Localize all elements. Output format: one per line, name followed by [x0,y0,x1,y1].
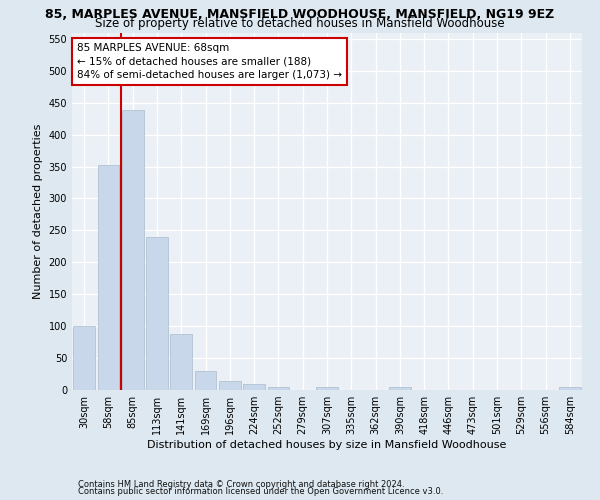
Bar [389,387,411,390]
Y-axis label: Number of detached properties: Number of detached properties [33,124,43,299]
Bar [268,387,289,390]
Bar [243,384,265,390]
X-axis label: Distribution of detached houses by size in Mansfield Woodhouse: Distribution of detached houses by size … [148,440,506,450]
Text: Contains HM Land Registry data © Crown copyright and database right 2024.: Contains HM Land Registry data © Crown c… [78,480,404,489]
Bar [97,164,119,390]
Text: 85, MARPLES AVENUE, MANSFIELD WOODHOUSE, MANSFIELD, NG19 9EZ: 85, MARPLES AVENUE, MANSFIELD WOODHOUSE,… [46,8,554,20]
Bar [73,326,95,390]
Bar [316,387,338,390]
Text: Contains public sector information licensed under the Open Government Licence v3: Contains public sector information licen… [78,487,443,496]
Bar [559,387,581,390]
Bar [219,381,241,390]
Text: 85 MARPLES AVENUE: 68sqm
← 15% of detached houses are smaller (188)
84% of semi-: 85 MARPLES AVENUE: 68sqm ← 15% of detach… [77,43,342,80]
Bar [146,237,168,390]
Bar [122,110,143,390]
Bar [194,372,217,390]
Text: Size of property relative to detached houses in Mansfield Woodhouse: Size of property relative to detached ho… [95,16,505,30]
Bar [170,334,192,390]
